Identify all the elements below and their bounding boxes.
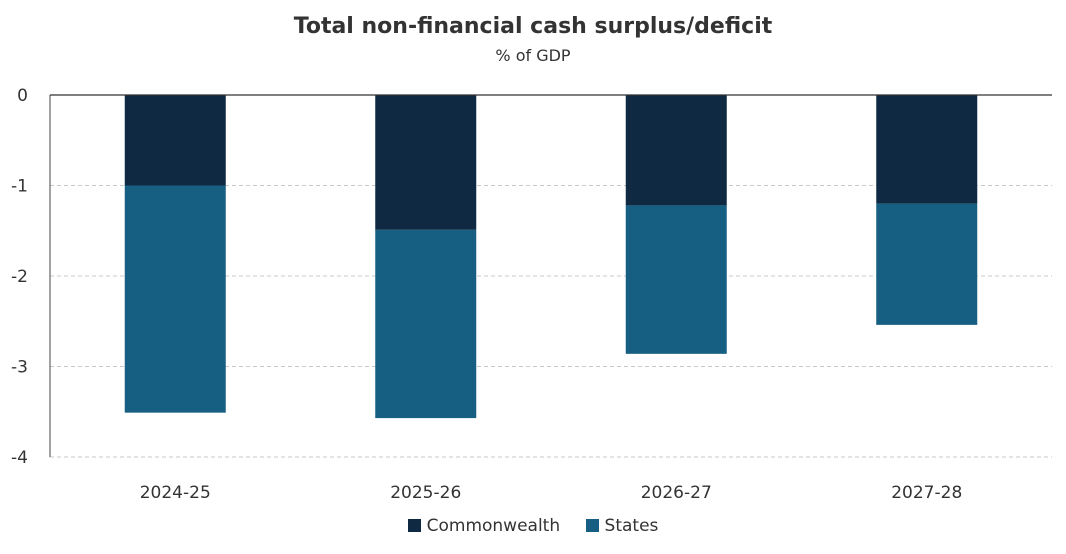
legend-swatch-states (585, 519, 599, 532)
x-tick-label: 2026-27 (641, 483, 712, 503)
y-tick-label: -3 (11, 358, 28, 378)
legend-item-states: States (585, 516, 659, 536)
bar-commonwealth (124, 95, 226, 186)
legend: Commonwealth States (0, 516, 1066, 536)
legend-item-commonwealth: Commonwealth (407, 516, 561, 536)
chart-title: Total non-financial cash surplus/deficit (293, 14, 773, 39)
x-tick-label: 2025-26 (390, 483, 461, 503)
legend-label-commonwealth: Commonwealth (426, 516, 561, 536)
y-tick-label: -4 (11, 448, 28, 468)
chart-subtitle: % of GDP (495, 46, 571, 65)
bar-commonwealth (375, 95, 477, 230)
x-tick-label: 2027-28 (891, 483, 962, 503)
legend-label-states: States (604, 516, 659, 536)
bar-states (625, 205, 727, 354)
bar-commonwealth (876, 95, 978, 204)
bar-commonwealth (625, 95, 727, 206)
y-tick-label: -1 (11, 177, 28, 197)
bar-states (876, 203, 978, 325)
y-tick-label: 0 (17, 86, 28, 106)
x-tick-label: 2024-25 (140, 483, 211, 503)
y-tick-label: -2 (11, 267, 28, 287)
bar-states (124, 185, 226, 413)
bar-states (375, 229, 477, 419)
legend-swatch-commonwealth (407, 519, 421, 532)
